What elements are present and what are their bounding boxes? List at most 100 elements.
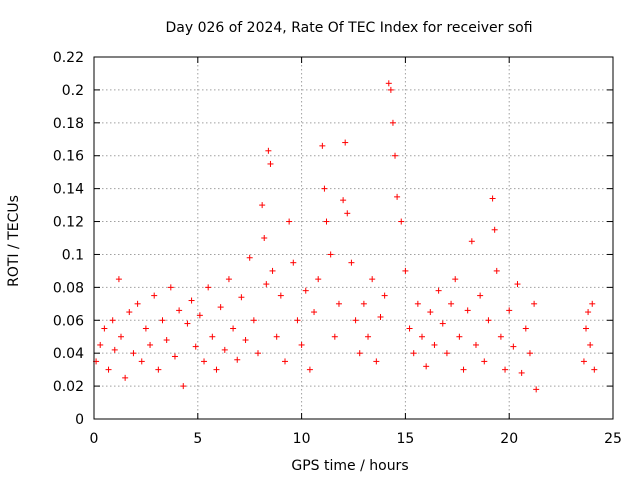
data-point xyxy=(286,218,293,225)
y-tick-label: 0.1 xyxy=(62,247,84,263)
data-point xyxy=(159,317,166,324)
data-point xyxy=(205,284,212,291)
data-point xyxy=(381,292,388,299)
data-point xyxy=(290,259,297,266)
data-point xyxy=(130,350,137,357)
plot-frame xyxy=(93,56,614,420)
y-tick-label: 0.22 xyxy=(53,50,84,66)
data-point xyxy=(344,210,351,217)
data-point xyxy=(109,317,116,324)
data-point xyxy=(419,333,426,340)
data-point xyxy=(321,185,328,192)
data-point xyxy=(242,337,249,344)
data-point xyxy=(302,287,309,294)
data-point xyxy=(105,366,112,373)
y-tick-label: 0.02 xyxy=(53,379,84,395)
data-point xyxy=(510,343,517,350)
data-point xyxy=(277,292,284,299)
data-point xyxy=(526,350,533,357)
data-point xyxy=(460,366,467,373)
data-point xyxy=(481,358,488,365)
data-point xyxy=(348,259,355,266)
data-point xyxy=(319,142,326,149)
data-point xyxy=(443,350,450,357)
y-tick-label: 0.16 xyxy=(53,149,84,165)
data-point xyxy=(585,309,592,316)
data-point xyxy=(398,218,405,225)
data-point xyxy=(111,346,118,353)
data-point xyxy=(267,160,274,167)
data-point xyxy=(238,294,245,301)
data-point xyxy=(261,235,268,241)
data-point xyxy=(298,341,305,348)
y-tick-label: 0 xyxy=(75,412,84,428)
data-point xyxy=(117,333,124,340)
y-tick-label: 0.08 xyxy=(53,280,84,296)
data-point xyxy=(489,195,496,202)
data-point xyxy=(255,350,262,357)
x-axis-label: GPS time / hours xyxy=(291,458,408,474)
x-tick-label: 15 xyxy=(396,431,414,447)
data-point xyxy=(377,313,384,320)
data-point xyxy=(406,325,413,332)
data-point xyxy=(583,325,590,332)
data-point xyxy=(497,333,504,340)
data-point xyxy=(518,369,525,376)
data-point xyxy=(230,325,237,332)
data-point xyxy=(352,317,359,324)
data-points xyxy=(93,80,598,393)
data-point xyxy=(493,267,500,274)
data-point xyxy=(209,333,216,340)
data-point xyxy=(531,300,538,307)
grid xyxy=(94,57,613,419)
y-axis-label: ROTI / TECUs xyxy=(6,195,22,287)
data-point xyxy=(196,312,203,319)
data-point xyxy=(373,358,380,365)
data-point xyxy=(180,383,187,390)
data-point xyxy=(502,366,509,373)
x-tick-label: 5 xyxy=(193,431,202,447)
data-point xyxy=(259,202,266,209)
data-point xyxy=(234,356,241,363)
data-point xyxy=(138,358,145,365)
data-point xyxy=(126,309,133,316)
data-point xyxy=(427,309,434,316)
data-point xyxy=(435,287,442,294)
data-point xyxy=(472,341,479,348)
data-point xyxy=(356,350,363,357)
data-point xyxy=(269,267,276,274)
y-tick-label: 0.06 xyxy=(53,313,84,329)
y-tick-label: 0.18 xyxy=(53,116,84,132)
data-point xyxy=(217,304,224,311)
data-point xyxy=(142,325,149,332)
data-point xyxy=(335,300,342,307)
data-point xyxy=(394,193,401,200)
data-point xyxy=(587,341,594,348)
data-point xyxy=(225,276,232,283)
data-point xyxy=(591,366,598,373)
data-point xyxy=(167,284,174,291)
data-point xyxy=(514,281,521,288)
data-point xyxy=(423,363,430,370)
data-point xyxy=(323,218,330,225)
data-point xyxy=(580,358,587,365)
data-point xyxy=(342,139,349,146)
y-tick-label: 0.2 xyxy=(62,83,84,99)
data-point xyxy=(522,325,529,332)
data-point xyxy=(477,292,484,299)
data-point xyxy=(171,353,178,360)
data-point xyxy=(327,251,334,258)
data-point xyxy=(392,152,399,159)
data-point xyxy=(192,343,199,350)
data-point xyxy=(340,197,347,204)
data-point xyxy=(246,254,253,261)
data-point xyxy=(213,366,220,373)
data-point xyxy=(163,337,170,344)
data-point xyxy=(331,333,338,340)
axis-ticks: 0 0.02 0.04 0.06 0.08 0.1 0.12 0.14 0.16 0.18 0.2 0… xyxy=(53,50,622,447)
data-point xyxy=(101,325,108,332)
data-point xyxy=(311,309,318,316)
x-tick-label: 10 xyxy=(293,431,311,447)
data-point xyxy=(439,320,446,327)
